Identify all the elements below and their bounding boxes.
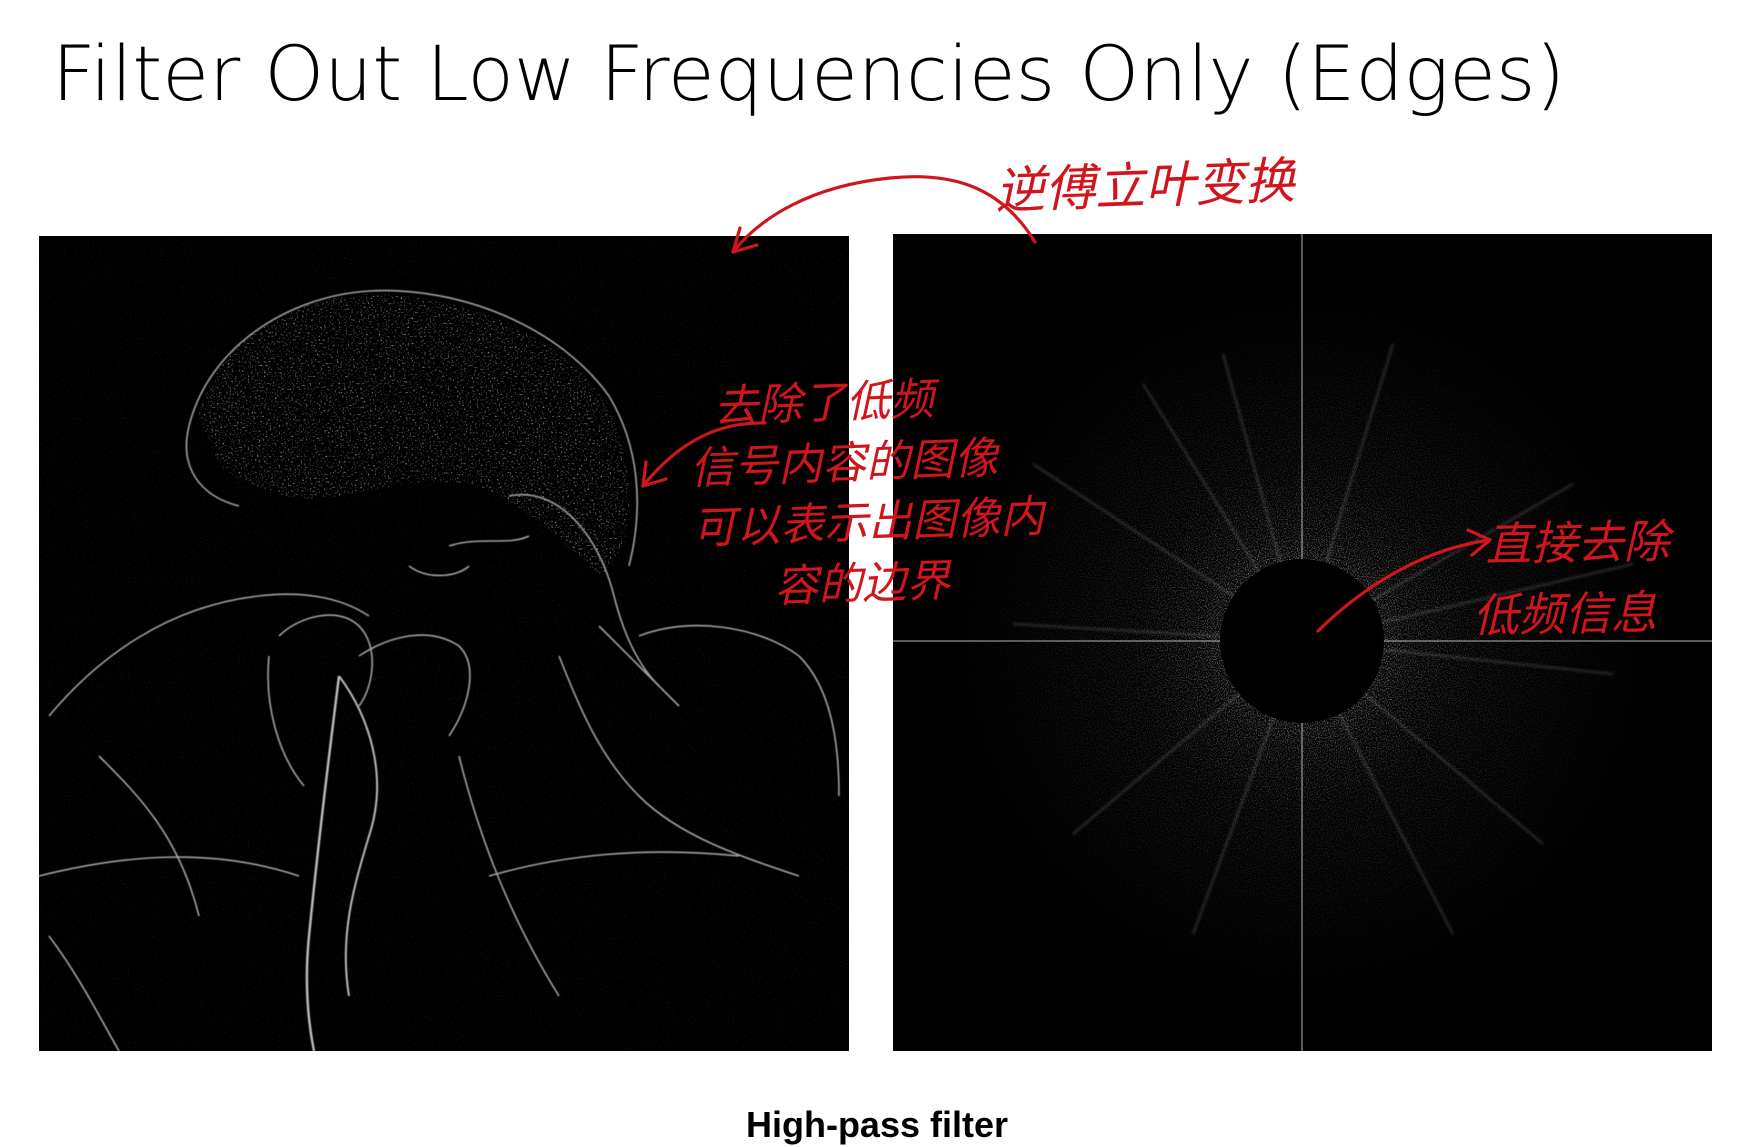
figure-caption: High-pass filter	[745, 1104, 1009, 1145]
edges-note: 去除了低频 信号内容的图像 可以表示出图像内 容的边界	[689, 366, 1047, 620]
edges-note-line: 容的边界	[773, 555, 951, 613]
slide-title: Filter Out Low Frequencies Only (Edges)	[52, 29, 1566, 118]
inverse-transform-note: 逆傅立叶变换	[994, 151, 1296, 221]
spectrum-panel	[893, 234, 1712, 1051]
removed-low-frequency-disc	[1220, 559, 1384, 723]
remove-note-line: 低频信息	[1472, 585, 1658, 644]
edges-note-line: 可以表示出图像内	[691, 491, 1045, 555]
edges-note-line: 去除了低频	[713, 374, 935, 433]
edge-image	[39, 236, 849, 1051]
edge-image-panel	[39, 236, 849, 1051]
fourier-spectrum	[893, 234, 1712, 1051]
remove-note-line: 直接去除	[1484, 514, 1670, 572]
remove-low-frequency-note: 直接去除 低频信息	[1471, 506, 1671, 652]
